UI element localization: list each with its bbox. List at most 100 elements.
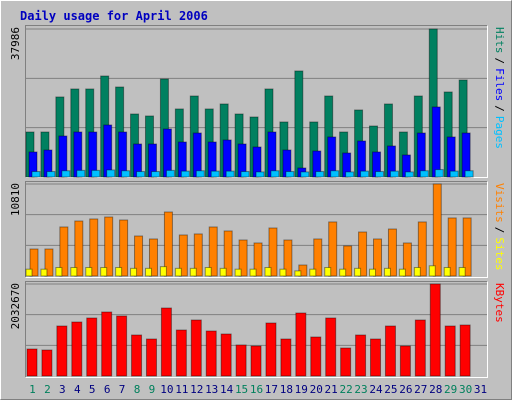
x-tick-label: 17 <box>265 383 278 396</box>
bar <box>174 267 182 277</box>
bar <box>162 128 172 178</box>
legend-entry: Files <box>493 68 506 101</box>
x-tick-label: 8 <box>134 383 141 396</box>
legend: KBytes <box>493 283 506 323</box>
bar <box>210 170 220 178</box>
x-tick-label: 14 <box>220 383 234 396</box>
bar <box>343 245 353 277</box>
bar <box>399 345 411 377</box>
bar <box>300 171 310 178</box>
bar <box>175 329 187 377</box>
bar <box>180 170 190 178</box>
bar <box>298 264 308 277</box>
x-tick-label: 19 <box>295 383 308 396</box>
x-tick-label: 1 <box>29 383 36 396</box>
x-tick-label: 13 <box>205 383 218 396</box>
bar <box>70 266 78 277</box>
y-tick-label: 2032670 <box>9 283 22 329</box>
bar <box>91 169 101 178</box>
bar <box>134 235 144 277</box>
bar <box>220 333 232 377</box>
bar <box>89 218 99 277</box>
bar <box>330 170 340 178</box>
legend-entry: Sites <box>493 237 506 270</box>
plot-bevel-light <box>25 25 488 178</box>
bar <box>76 169 86 178</box>
bar <box>205 330 217 377</box>
bar <box>370 338 382 377</box>
x-tick-label: 18 <box>280 383 293 396</box>
bar <box>313 238 323 277</box>
bar <box>249 268 257 277</box>
bar <box>100 266 108 277</box>
bar <box>328 221 338 277</box>
bar <box>419 170 429 178</box>
bar <box>264 266 272 277</box>
bar <box>325 317 337 377</box>
bar <box>160 307 172 377</box>
bar <box>106 169 116 178</box>
plot-bevel-light <box>25 181 488 278</box>
bar <box>384 325 396 377</box>
bar <box>428 265 436 277</box>
bar <box>345 171 355 178</box>
x-tick-label: 11 <box>175 383 188 396</box>
legend-separator: / <box>493 105 506 112</box>
bar <box>136 171 146 178</box>
bar <box>26 348 38 377</box>
x-tick-label: 24 <box>369 383 383 396</box>
x-tick-label: 27 <box>414 383 427 396</box>
plot-bevel-light <box>25 281 488 378</box>
bar <box>101 311 113 377</box>
bar <box>240 171 250 178</box>
y-tick-label: 37986 <box>9 27 22 60</box>
bar <box>104 216 114 277</box>
bar <box>40 268 48 277</box>
bar <box>165 169 175 178</box>
legend: Visits / Sites <box>493 183 506 271</box>
bar <box>59 226 69 277</box>
bar <box>25 268 33 277</box>
bar <box>267 131 277 178</box>
bar <box>444 325 456 377</box>
bar <box>309 268 317 277</box>
bar <box>285 171 295 178</box>
x-tick-label: 30 <box>459 383 472 396</box>
plot-bevel-dark <box>25 281 488 378</box>
bar <box>29 248 39 277</box>
legend-entry: KBytes <box>493 283 506 323</box>
bar <box>225 170 235 178</box>
x-tick-label: 6 <box>104 383 111 396</box>
bar <box>354 267 362 277</box>
bar <box>339 268 347 277</box>
bar <box>458 266 466 277</box>
bar <box>118 131 128 178</box>
bar <box>235 344 247 377</box>
legend: Hits / Files / Pages <box>493 27 506 149</box>
bar <box>355 334 367 377</box>
legend-entry: Pages <box>493 116 506 149</box>
chart-title: Daily usage for April 2006 <box>20 9 208 23</box>
bar <box>148 238 158 277</box>
bar <box>238 239 248 277</box>
bar <box>449 170 459 178</box>
x-tick-label: 29 <box>444 383 457 396</box>
bar <box>414 319 426 377</box>
bar <box>280 338 292 377</box>
bar <box>373 238 383 277</box>
x-tick-label: 21 <box>325 383 338 396</box>
bar <box>324 266 332 277</box>
bar <box>219 267 227 277</box>
x-tick-label: 15 <box>235 383 248 396</box>
bar <box>145 338 157 377</box>
bar <box>131 334 143 377</box>
bar <box>119 219 129 277</box>
bar <box>61 170 71 178</box>
bar <box>315 171 325 178</box>
bar <box>383 267 391 277</box>
bar <box>310 336 322 377</box>
bar <box>178 234 188 277</box>
bar <box>115 266 123 277</box>
bar <box>223 230 233 277</box>
